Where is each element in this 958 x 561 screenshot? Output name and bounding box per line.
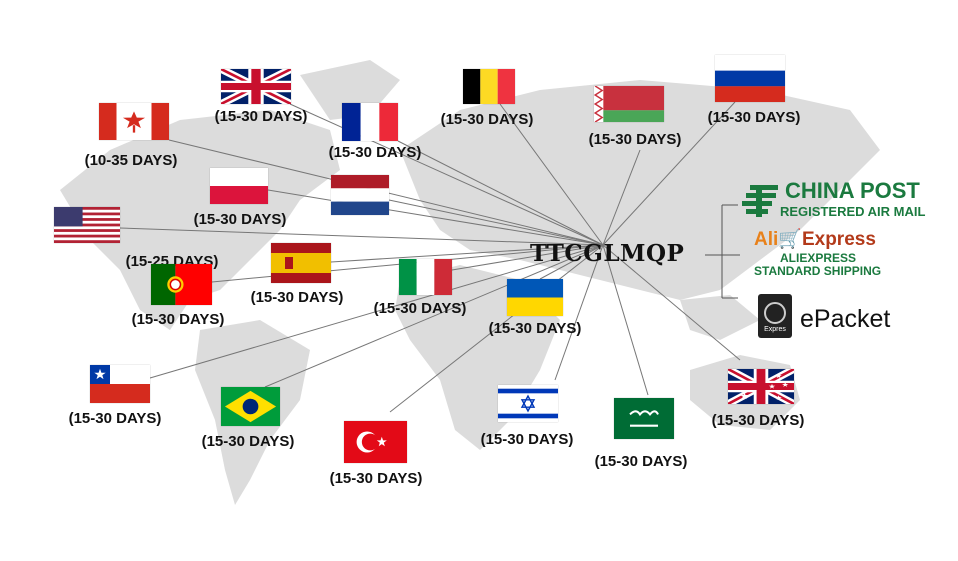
epacket-globe-icon: Expres	[758, 294, 792, 338]
israel-flag-icon	[498, 385, 558, 422]
delivery-time-label: (15-30 DAYS)	[68, 410, 162, 427]
brazil-flag-icon	[221, 387, 280, 426]
connection-line	[397, 140, 604, 246]
ukraine-flag-icon	[507, 279, 563, 316]
saudi-arabia-flag-icon	[614, 398, 674, 439]
poland-flag-icon	[210, 168, 268, 204]
delivery-time-label: (15-30 DAYS)	[588, 131, 682, 148]
delivery-time-label: (15-30 DAYS)	[214, 108, 308, 125]
delivery-time-label: (15-30 DAYS)	[250, 289, 344, 306]
connection-line	[119, 227, 604, 246]
cart-icon: 🛒	[778, 229, 802, 250]
spain-flag-icon	[271, 243, 331, 283]
aliexpress-line1: ALIEXPRESS	[780, 251, 857, 265]
connection-line	[267, 189, 604, 246]
delivery-time-label: (15-30 DAYS)	[711, 412, 805, 429]
connection-line	[389, 244, 604, 413]
connection-line	[602, 244, 649, 396]
connection-line	[149, 244, 604, 379]
delivery-time-label: (15-30 DAYS)	[707, 109, 801, 126]
aliexpress-logo-express: Express	[801, 229, 876, 250]
connection-line	[451, 244, 604, 271]
delivery-time-label: (15-30 DAYS)	[488, 320, 582, 337]
usa-flag-icon	[54, 207, 120, 243]
uk-flag-icon	[221, 69, 291, 104]
connection-line	[602, 149, 641, 246]
connection-line	[554, 244, 604, 381]
china-post-subtitle: REGISTERED AIR MAIL	[780, 204, 926, 219]
delivery-time-label: (15-30 DAYS)	[193, 211, 287, 228]
portugal-flag-icon	[151, 264, 212, 305]
delivery-time-label: (15-30 DAYS)	[329, 470, 423, 487]
delivery-time-label: (15-30 DAYS)	[328, 144, 422, 161]
delivery-time-label: (15-30 DAYS)	[594, 453, 688, 470]
epacket-icon-text: Expres	[764, 326, 786, 333]
europe-asia-shape	[400, 80, 880, 300]
aliexpress-line2: STANDARD SHIPPING	[754, 264, 882, 278]
connection-line	[499, 103, 604, 246]
connection-line	[264, 244, 604, 388]
netherlands-flag-icon	[331, 175, 389, 215]
delivery-time-label: (15-30 DAYS)	[131, 311, 225, 328]
epacket-label: ePacket	[800, 305, 891, 333]
france-flag-icon	[342, 103, 398, 141]
globe-icon	[764, 302, 786, 324]
australia-flag-icon	[728, 369, 794, 404]
connection-line	[539, 244, 604, 280]
connection-line	[388, 199, 604, 246]
delivery-time-label: (15-30 DAYS)	[373, 300, 467, 317]
turkey-flag-icon	[344, 421, 407, 463]
north-america-shape	[60, 110, 340, 330]
belgium-flag-icon	[463, 69, 515, 104]
delivery-time-label: (10-35 DAYS)	[84, 152, 178, 169]
connection-line	[602, 101, 736, 246]
southeast-asia-shape	[680, 295, 760, 340]
delivery-time-label: (15-30 DAYS)	[440, 111, 534, 128]
delivery-time-label: (15-30 DAYS)	[480, 431, 574, 448]
china-post-logo-icon	[742, 185, 778, 217]
aliexpress-logo: Ali🛒Express	[754, 227, 876, 251]
connection-line	[330, 244, 604, 263]
connection-line	[602, 244, 741, 361]
delivery-time-label: (15-30 DAYS)	[201, 433, 295, 450]
belarus-flag-icon	[594, 86, 664, 122]
chile-flag-icon	[90, 365, 150, 403]
hub-title: TTCGLMQP	[530, 240, 685, 267]
italy-flag-icon	[399, 259, 452, 295]
canada-flag-icon	[99, 103, 169, 140]
china-post-title: CHINA POST	[785, 178, 920, 203]
aliexpress-logo-ali: Ali	[754, 229, 779, 250]
russia-flag-icon	[715, 55, 785, 102]
